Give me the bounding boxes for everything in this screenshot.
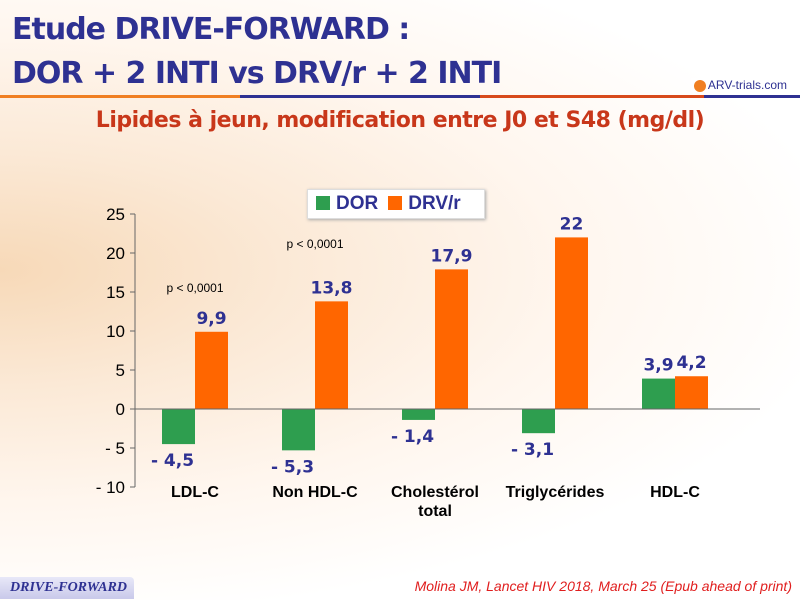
y-tick-label: 25 — [106, 205, 125, 224]
legend-item-dor: DOR — [316, 193, 378, 215]
reference-citation: Molina JM, Lancet HIV 2018, March 25 (Ep… — [414, 578, 792, 594]
data-label: 9,9 — [196, 309, 226, 329]
bar-drvr-1 — [315, 301, 348, 409]
title-line-1: Etude DRIVE-FORWARD : — [12, 12, 410, 47]
y-tick-label: - 5 — [105, 439, 125, 458]
legend-label-dor: DOR — [336, 193, 379, 214]
legend-item-drvr: DRV/r — [388, 193, 461, 215]
category-label: HDL-C — [650, 484, 700, 501]
data-label: 13,8 — [311, 278, 353, 298]
bar-drvr-2 — [435, 269, 468, 409]
legend-swatch-dor — [316, 196, 330, 210]
category-label: total — [418, 503, 452, 520]
data-label: - 3,1 — [511, 440, 554, 460]
data-label: 22 — [560, 214, 584, 234]
legend-label-drvr: DRV/r — [408, 193, 461, 214]
title-line-2: DOR + 2 INTI vs DRV/r + 2 INTI — [12, 56, 502, 91]
data-label: 17,9 — [431, 246, 473, 266]
data-label: 4,2 — [676, 353, 706, 373]
logo-icon — [693, 79, 706, 92]
y-tick-label: 15 — [106, 283, 125, 302]
data-label: - 5,3 — [271, 457, 314, 477]
p-value-annotation: p < 0,0001 — [166, 281, 223, 295]
bar-drvr-3 — [555, 237, 588, 409]
y-tick-label: 20 — [106, 244, 125, 263]
bar-dor-1 — [282, 409, 315, 451]
y-tick-label: 0 — [116, 400, 125, 419]
bar-dor-0 — [162, 409, 195, 445]
bar-drvr-4 — [675, 376, 708, 409]
arv-trials-logo: ARV-trials.com — [690, 78, 790, 92]
data-label: - 1,4 — [391, 427, 434, 447]
y-tick-label: 10 — [106, 322, 125, 341]
bar-dor-2 — [402, 409, 435, 420]
data-label: - 4,5 — [151, 451, 194, 471]
category-label: Triglycérides — [506, 484, 605, 501]
y-tick-label: 5 — [116, 361, 125, 380]
chart-legend: DOR DRV/r — [307, 189, 485, 219]
bar-drvr-0 — [195, 331, 228, 409]
bar-dor-4 — [642, 378, 675, 409]
study-badge: DRIVE-FORWARD — [0, 577, 134, 599]
category-label: Non HDL-C — [272, 484, 358, 501]
logo-text: ARV-trials.com — [707, 78, 787, 92]
category-label: Cholestérol — [391, 484, 479, 501]
legend-swatch-drvr — [388, 196, 403, 210]
category-label: LDL-C — [171, 484, 219, 501]
chart-title: Lipides à jeun, modification entre J0 et… — [95, 108, 705, 133]
p-value-annotation: p < 0,0001 — [286, 237, 343, 251]
y-tick-label: - 10 — [96, 478, 125, 497]
bar-dor-3 — [522, 409, 555, 434]
title-divider — [0, 95, 800, 98]
data-label: 3,9 — [643, 356, 673, 376]
